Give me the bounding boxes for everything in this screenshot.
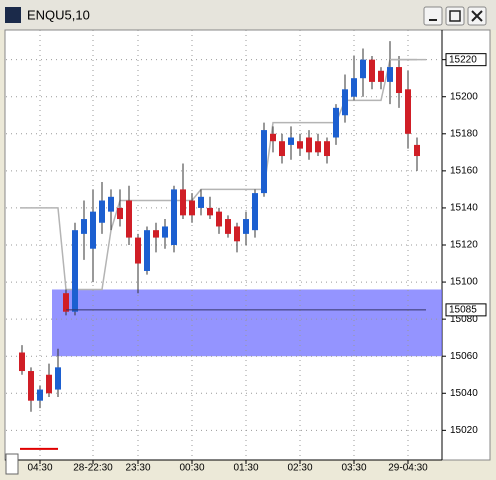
candle-body: [342, 89, 348, 116]
maximize-button[interactable]: [445, 6, 465, 26]
y-tick-label: 15160: [450, 166, 478, 177]
x-tick-label: 29-04:30: [388, 463, 428, 474]
candle-body: [216, 211, 222, 227]
candle-body: [243, 219, 249, 234]
candle-body: [198, 196, 204, 208]
candle-body: [225, 219, 231, 234]
y-tick-label: 15080: [450, 314, 478, 325]
candle-body: [126, 200, 132, 238]
minimize-button[interactable]: [423, 6, 443, 26]
y-tick-label: 15180: [450, 128, 478, 139]
x-tick-label: 01:30: [233, 463, 258, 474]
candle-body: [288, 137, 294, 145]
candle-body: [37, 389, 43, 401]
candle-body: [252, 193, 258, 231]
candle-body: [234, 226, 240, 242]
candle-body: [180, 189, 186, 216]
y-tick-label: 15200: [450, 91, 478, 102]
candle-body: [99, 200, 105, 223]
x-tick-label: 23:30: [125, 463, 150, 474]
candle-body: [46, 374, 52, 394]
candle-body: [261, 130, 267, 194]
candle-body: [396, 67, 402, 94]
candle-body: [19, 352, 25, 372]
candle-body: [306, 137, 312, 153]
candle-body: [378, 70, 384, 82]
candle-body: [360, 59, 366, 79]
candle-body: [315, 141, 321, 153]
candle-body: [117, 207, 123, 220]
close-icon: [471, 10, 483, 22]
y-tick-label: 15100: [450, 277, 478, 288]
candle-body: [270, 133, 276, 142]
price-label-box: [445, 303, 487, 317]
candle-body: [144, 230, 150, 271]
candle-body: [405, 89, 411, 134]
level-label: 15220: [449, 54, 477, 65]
candle-body: [153, 230, 159, 238]
candle-body: [72, 230, 78, 312]
level-label-box: [445, 53, 487, 67]
candle-body: [207, 207, 213, 216]
candle-body: [297, 141, 303, 149]
candle-body: [81, 219, 87, 234]
candle-body: [324, 141, 330, 157]
x-tick-label: 00:30: [179, 463, 204, 474]
candle-body: [63, 293, 69, 312]
candle-body: [28, 371, 34, 401]
candle-body: [135, 237, 141, 264]
price-label: 15085: [449, 305, 477, 316]
title-bar[interactable]: [0, 0, 496, 30]
y-tick-label: 15040: [450, 388, 478, 399]
candle-body: [387, 67, 393, 82]
price-zone: [52, 289, 442, 357]
maximize-icon: [449, 10, 461, 22]
candle-body: [55, 367, 61, 390]
candle-body: [171, 189, 177, 245]
candle-body: [279, 141, 285, 157]
candle-body: [108, 196, 114, 212]
scroll-box[interactable]: [5, 453, 19, 475]
y-tick-label: 15060: [450, 351, 478, 362]
x-tick-label: 04:30: [27, 463, 52, 474]
y-tick-label: 15020: [450, 425, 478, 436]
indicator-line: [20, 58, 417, 291]
x-tick-label: 02:30: [287, 463, 312, 474]
x-tick-label: 28-22:30: [73, 463, 113, 474]
candle-body: [333, 107, 339, 138]
y-tick-label: 15120: [450, 240, 478, 251]
app-icon: [5, 7, 21, 23]
candle-body: [189, 200, 195, 216]
candle-body: [414, 144, 420, 157]
window-title: ENQU5,10: [27, 7, 90, 22]
y-tick-label: 15140: [450, 203, 478, 214]
candle-body: [90, 211, 96, 249]
candle-body: [162, 226, 168, 238]
candle-body: [351, 78, 357, 97]
x-tick-label: 03:30: [341, 463, 366, 474]
candle-body: [369, 59, 375, 82]
